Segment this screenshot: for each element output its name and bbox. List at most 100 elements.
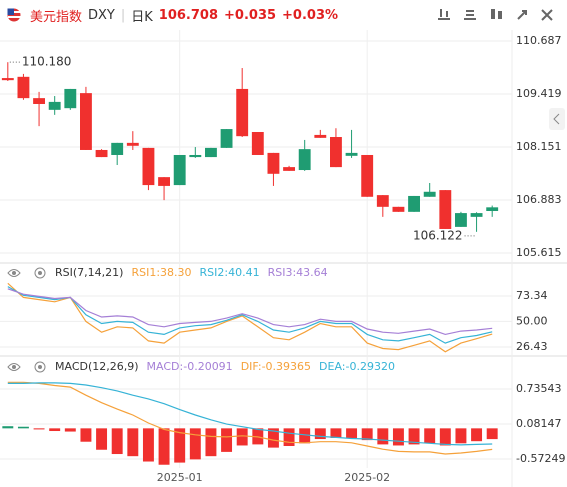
macd-bar [96,428,108,450]
candle-body [48,101,61,110]
legend-entry: RSI2:40.41 [200,266,260,279]
y-tick-label: 50.00 [516,314,548,327]
legend-entry: DIF:-0.39365 [241,360,311,373]
macd-bar [267,428,279,448]
macd-bar [424,428,436,444]
macd-bar [64,428,76,432]
candle-body [142,147,155,186]
side-button[interactable] [549,108,565,130]
candle-body [111,142,124,155]
annotation: 106.122 [413,228,463,242]
flag-icon [7,8,21,22]
candle-body [330,137,342,168]
macd-bar [174,428,186,463]
legend: RSI(7,14,21) RSI1:38.30 RSI2:40.41 RSI3:43.… [55,266,328,279]
y-tick-label: 110.687 [516,34,562,47]
header: 美元指数 DXY | 日K 106.708 +0.035 +0.03% [0,0,567,30]
candle-body [126,142,139,146]
y-tick-label: 26.43 [516,340,548,353]
candle-body [470,213,483,217]
toolbar[interactable] [436,6,566,24]
macd-bar [236,428,248,446]
legend-entry: DEA:-0.29320 [319,360,395,373]
macd-bar [2,426,14,429]
candle-body [251,131,264,155]
candle-body [314,134,327,138]
macd-bar [486,428,498,440]
macd-bar [392,428,404,446]
macd-bar [17,426,29,429]
macd-bar [33,428,45,430]
macd-bar [439,428,451,446]
candle-body [376,195,389,207]
y-tick-label: 0.08147 [516,417,562,430]
y-tick-label: 0.73543 [516,382,562,395]
macd-bar [346,428,358,438]
legend-entry: RSI3:43.64 [268,266,328,279]
candle-body [423,191,436,197]
indicator-title: MACD(12,26,9) [55,360,139,373]
candle-body [455,213,467,227]
macd-bar [455,428,467,444]
candle-body [408,195,420,212]
macd-bar [299,428,311,444]
macd-bar [111,428,123,455]
annotation: 110.180 [22,55,72,69]
indicator-line [7,286,493,344]
macd-bar [49,428,61,432]
macd-bar [205,428,217,457]
macd-bar [221,428,233,452]
macd-bar [142,428,154,462]
candle-body [1,78,14,81]
symbol-code[interactable]: DXY [88,7,115,23]
y-tick-label: -0.57249 [516,452,565,465]
change-pct: +0.03% [282,7,339,23]
macd-bar [361,428,373,441]
candle-body [283,167,295,171]
candle-body [189,154,202,158]
change: +0.035 [224,7,277,23]
macd-bar [283,428,295,447]
y-tick-label: 106.883 [516,193,562,206]
macd-bar [80,428,92,442]
x-tick-label: 2025-01 [157,471,203,484]
divider: | [120,7,126,23]
symbol-name[interactable]: 美元指数 [30,9,83,25]
macd-bar [189,428,201,460]
macd-bar [158,428,170,465]
legend-entry: RSI1:38.30 [131,266,191,279]
candle-body [267,152,280,174]
indicator-line [7,288,493,336]
period[interactable]: 日K [131,9,153,25]
candle-body [95,149,108,158]
candle-body [392,206,405,212]
candle-body [158,177,170,186]
indicator-line [7,282,493,353]
candle-body [173,154,186,186]
macd-icons[interactable] [7,361,46,373]
x-tick-label: 2025-02 [344,471,390,484]
y-tick-label: 73.34 [516,289,548,302]
legend-entry: MACD:-0.20091 [147,360,233,373]
candle-body [80,93,92,150]
y-tick-label: 109.419 [516,87,562,100]
price: 106.708 [158,7,219,23]
macd-bar [471,428,483,442]
indicator-title: RSI(7,14,21) [55,266,123,279]
candle-body [486,207,499,212]
y-tick-label: 108.151 [516,140,562,153]
candle-body [205,147,217,158]
candle-body [361,154,374,197]
macd-bar [377,428,389,445]
rsi-icons[interactable] [7,267,46,279]
candle-body [345,152,358,156]
candle-body [298,149,311,171]
macd-bar [330,428,342,438]
y-tick-label: 105.615 [516,246,562,259]
macd-bar [408,428,420,445]
indicator-line [7,382,493,446]
candle-body [236,88,249,137]
candle-body [64,88,77,109]
candle-body [220,129,233,148]
